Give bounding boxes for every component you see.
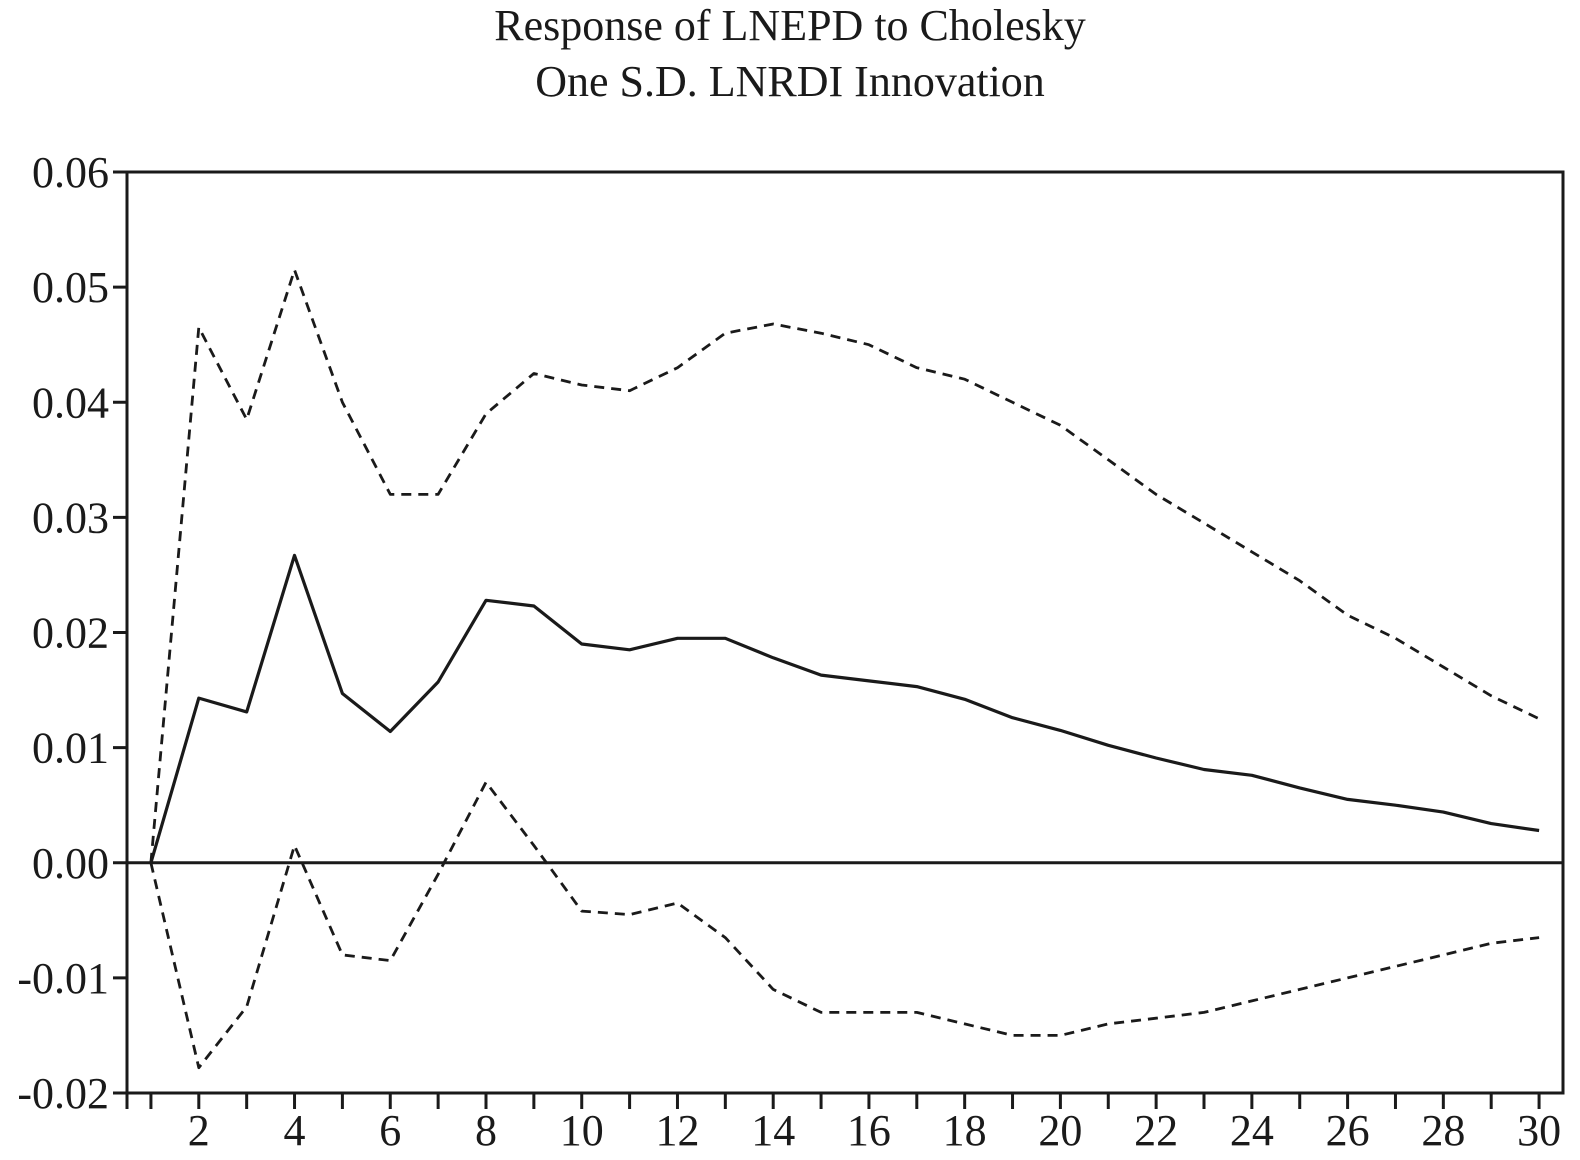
x-tick-label: 14 xyxy=(751,1106,795,1155)
x-tick-label: 30 xyxy=(1517,1106,1561,1155)
x-tick-label: 10 xyxy=(560,1106,604,1155)
chart-subtitle: One S.D. LNRDI Innovation xyxy=(535,57,1045,106)
x-tick-label: 8 xyxy=(475,1106,497,1155)
chart-title: Response of LNEPD to Cholesky xyxy=(494,1,1086,50)
x-tick-label: 16 xyxy=(847,1106,891,1155)
x-tick-label: 2 xyxy=(188,1106,210,1155)
upper-band-line xyxy=(149,268,1540,863)
y-tick-label: 0.05 xyxy=(32,263,109,312)
y-tick-label: 0.01 xyxy=(32,724,109,773)
y-tick-label: 0.04 xyxy=(32,378,109,427)
lower-band-line xyxy=(149,780,1540,1070)
y-tick-label: -0.02 xyxy=(17,1069,109,1118)
y-tick-label: 0.00 xyxy=(32,839,109,888)
x-tick-label: 26 xyxy=(1326,1106,1370,1155)
x-tick-label: 12 xyxy=(655,1106,699,1155)
y-tick-label: -0.01 xyxy=(17,954,109,1003)
y-tick-label: 0.06 xyxy=(32,148,109,197)
y-tick-label: 0.02 xyxy=(32,609,109,658)
x-tick-label: 20 xyxy=(1038,1106,1082,1155)
x-tick-label: 18 xyxy=(943,1106,987,1155)
y-tick-label: 0.03 xyxy=(32,493,109,542)
axes xyxy=(113,170,1565,1109)
response-line xyxy=(149,553,1540,864)
x-tick-label: 28 xyxy=(1421,1106,1465,1155)
x-tick-label: 24 xyxy=(1230,1106,1274,1155)
tick-labels: 0.060.050.040.030.020.010.00-0.01-0.022 4… xyxy=(17,148,1561,1155)
series-lines xyxy=(149,268,1540,1070)
x-tick-label: 4 xyxy=(284,1106,306,1155)
x-tick-label: 22 xyxy=(1134,1106,1178,1155)
x-tick-label: 6 xyxy=(379,1106,401,1155)
